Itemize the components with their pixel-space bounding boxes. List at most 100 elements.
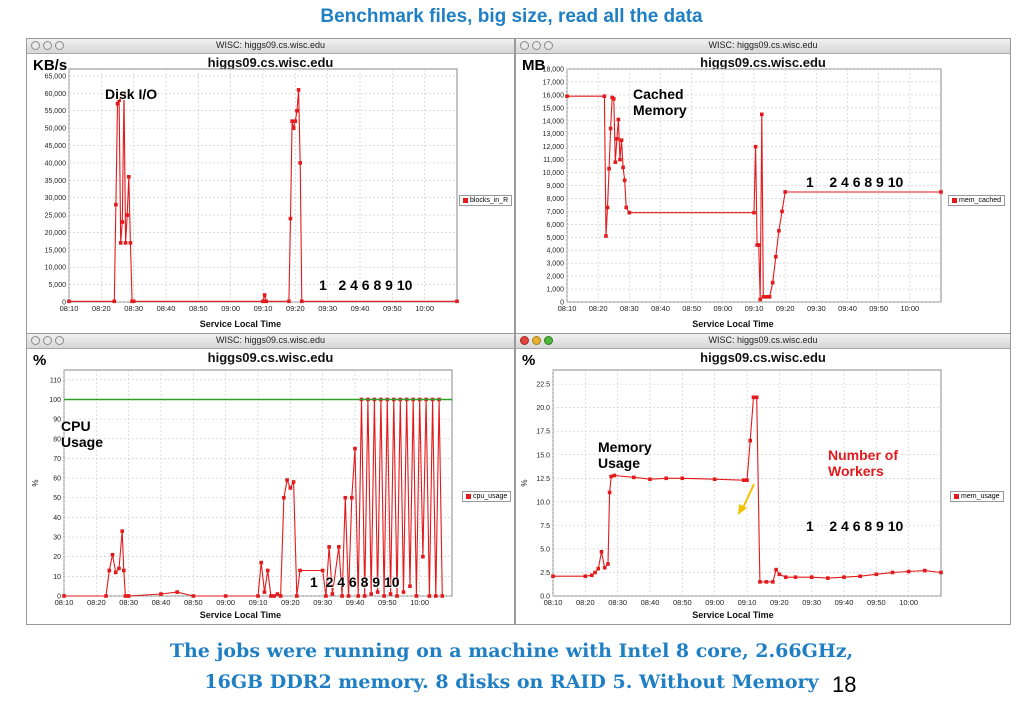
series-line-mem_cached — [567, 95, 941, 300]
y-tick-label: 30 — [53, 535, 61, 542]
zoom-button[interactable] — [55, 41, 64, 50]
data-point — [408, 584, 412, 588]
data-point — [259, 560, 264, 565]
x-tick-label: 09:00 — [221, 304, 240, 313]
data-point — [107, 568, 112, 573]
data-point — [826, 576, 830, 580]
x-tick-label: 08:20 — [589, 304, 608, 313]
y-tick-label: 17.5 — [536, 429, 550, 436]
y-tick-label: 40,000 — [45, 160, 67, 167]
y-tick-label: 6,000 — [546, 222, 564, 229]
data-point — [611, 96, 616, 101]
data-point — [767, 295, 772, 299]
data-point — [774, 254, 778, 259]
y-tick-label: 3,000 — [546, 261, 564, 268]
window-titlebar[interactable]: WISC: higgs09.cs.wisc.edu — [516, 334, 1010, 349]
x-tick-label: 09:50 — [383, 304, 402, 313]
data-point — [455, 299, 459, 304]
data-point — [414, 594, 419, 598]
annotation-worker-counts: 1 2 4 6 8 9 10 — [806, 518, 904, 534]
data-point — [62, 594, 66, 598]
x-tick-label: 08:10 — [55, 598, 74, 607]
data-point — [608, 126, 613, 131]
unit-label: KB/s — [33, 57, 68, 74]
x-tick-label: 08:10 — [60, 304, 79, 313]
y-tick-label: 7,000 — [546, 209, 564, 216]
data-point — [115, 101, 120, 106]
close-button[interactable] — [520, 336, 529, 345]
chart-window-memory-usage: WISC: higgs09.cs.wisc.edu higgs09.cs.wis… — [515, 333, 1011, 625]
data-point — [343, 495, 348, 500]
chart-window-cached-memory: WISC: higgs09.cs.wisc.edu higgs09.cs.wis… — [515, 38, 1011, 335]
close-button[interactable] — [31, 41, 40, 50]
y-tick-label: 22.5 — [536, 382, 550, 389]
y-tick-label: 15,000 — [543, 105, 565, 112]
minimize-button[interactable] — [43, 336, 52, 345]
window-titlebar[interactable]: WISC: higgs09.cs.wisc.edu — [27, 334, 514, 349]
x-tick-label: 08:20 — [92, 304, 111, 313]
data-point — [753, 144, 758, 149]
y-tick-label: 10.0 — [536, 499, 550, 506]
window-titlebar[interactable]: WISC: higgs09.cs.wisc.edu — [516, 39, 1010, 54]
y-tick-label: 50,000 — [45, 126, 67, 133]
zoom-button[interactable] — [55, 336, 64, 345]
data-point — [858, 574, 862, 579]
y-tick-label: 40 — [53, 515, 61, 522]
data-point — [128, 241, 133, 245]
y-tick-label: 15.0 — [536, 452, 550, 459]
data-point — [758, 580, 762, 584]
data-point — [120, 529, 124, 533]
data-point — [337, 545, 341, 549]
data-point — [375, 590, 380, 594]
data-point — [874, 572, 879, 577]
data-point — [761, 295, 766, 299]
data-point — [110, 552, 115, 557]
data-point — [159, 592, 163, 596]
y-tick-label: 20,000 — [45, 230, 67, 237]
x-tick-label: 08:30 — [608, 598, 627, 607]
data-point — [223, 594, 228, 598]
y-tick-label: 20.0 — [536, 405, 550, 412]
data-point — [741, 478, 746, 482]
window-title: WISC: higgs09.cs.wisc.edu — [708, 335, 818, 345]
minimize-button[interactable] — [532, 41, 541, 50]
x-tick-label: 09:30 — [318, 304, 337, 313]
close-button[interactable] — [520, 41, 529, 50]
minimize-button[interactable] — [532, 336, 541, 345]
data-point — [551, 574, 555, 579]
x-tick-label: 09:00 — [705, 598, 724, 607]
window-title: WISC: higgs09.cs.wisc.edu — [215, 40, 326, 50]
minimize-button[interactable] — [43, 41, 52, 50]
data-point — [125, 213, 129, 217]
x-tick-label: 09:40 — [351, 304, 370, 313]
data-point — [890, 570, 895, 575]
data-point — [434, 594, 438, 598]
legend-label: mem_usage — [961, 493, 1000, 500]
data-point — [298, 161, 302, 165]
data-point — [809, 575, 814, 579]
data-point — [752, 210, 756, 215]
zoom-button[interactable] — [544, 336, 553, 345]
data-point — [262, 293, 267, 297]
data-point — [615, 137, 619, 141]
legend-label: mem_cached — [959, 197, 1002, 204]
data-point — [939, 190, 943, 194]
y-tick-label: 0 — [57, 594, 61, 601]
legend-swatch — [463, 198, 468, 203]
close-button[interactable] — [31, 336, 40, 345]
zoom-button[interactable] — [544, 41, 553, 50]
y-tick-label: 65,000 — [45, 73, 67, 80]
x-tick-label: 10:00 — [900, 304, 919, 313]
data-point — [607, 490, 612, 495]
chart-title: higgs09.cs.wisc.edu — [700, 55, 826, 70]
data-point — [401, 590, 406, 594]
data-point — [131, 299, 136, 304]
y-tick-label: 0 — [62, 300, 66, 307]
x-tick-label: 09:50 — [867, 598, 886, 607]
data-point — [605, 205, 610, 210]
data-point — [583, 574, 588, 579]
x-tick-label: 08:20 — [576, 598, 595, 607]
window-titlebar[interactable]: WISC: higgs09.cs.wisc.edu — [27, 39, 514, 54]
x-tick-label: 09:50 — [378, 598, 397, 607]
data-point — [602, 565, 607, 570]
